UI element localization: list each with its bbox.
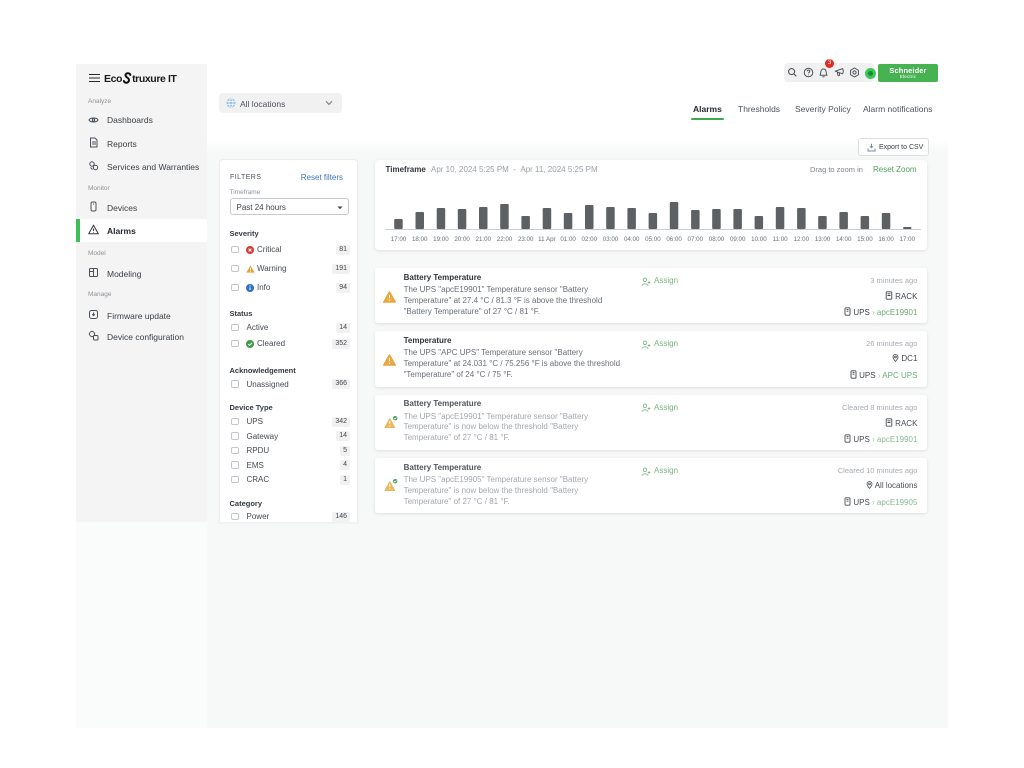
svg-text:09:00: 09:00 — [730, 236, 746, 243]
svg-text:01:00: 01:00 — [560, 236, 576, 243]
svg-text:10:00: 10:00 — [751, 236, 767, 243]
svg-text:16:00: 16:00 — [878, 236, 894, 243]
svg-text:21:00: 21:00 — [476, 236, 492, 243]
svg-text:05:00: 05:00 — [645, 236, 661, 243]
svg-text:15:00: 15:00 — [857, 236, 873, 243]
svg-text:11 Apr: 11 Apr — [538, 236, 555, 243]
svg-text:04:00: 04:00 — [624, 236, 640, 243]
svg-text:17:00: 17:00 — [391, 236, 407, 243]
svg-text:19:00: 19:00 — [433, 236, 449, 243]
svg-text:20:00: 20:00 — [454, 236, 470, 243]
svg-text:17:00: 17:00 — [900, 236, 916, 243]
svg-text:08:00: 08:00 — [709, 236, 725, 243]
svg-text:23:00: 23:00 — [518, 236, 534, 243]
svg-text:11:00: 11:00 — [773, 236, 789, 243]
svg-text:03:00: 03:00 — [603, 236, 619, 243]
svg-text:02:00: 02:00 — [582, 236, 598, 243]
svg-text:13:00: 13:00 — [815, 236, 831, 243]
svg-text:06:00: 06:00 — [666, 236, 682, 243]
svg-text:22:00: 22:00 — [497, 236, 513, 243]
svg-text:07:00: 07:00 — [688, 236, 704, 243]
svg-text:12:00: 12:00 — [794, 236, 810, 243]
svg-text:14:00: 14:00 — [836, 236, 852, 243]
svg-text:18:00: 18:00 — [412, 236, 428, 243]
